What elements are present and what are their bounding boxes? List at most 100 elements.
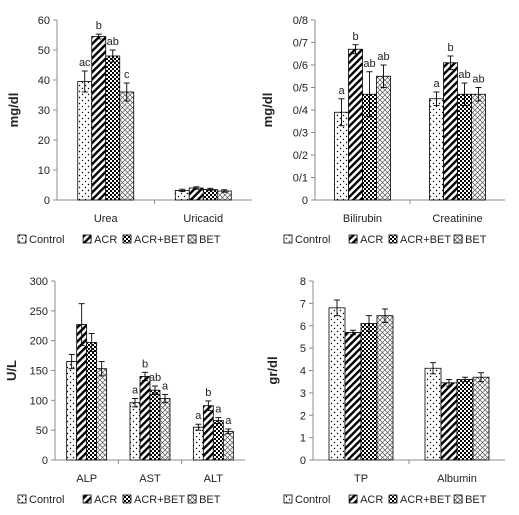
legend-label: BET [465, 234, 487, 246]
legend: Control ACR ACR+BET BET [283, 494, 487, 506]
x-tick-label: Uricacid [183, 213, 223, 225]
legend-label: Control [295, 234, 330, 246]
bar-acr-alt [202, 405, 214, 461]
y-tick-label: 0/2 [293, 150, 308, 162]
x-tick-label: TP [354, 473, 368, 485]
legend-label: ACR [94, 494, 117, 506]
significance-label: a [162, 380, 169, 392]
x-tick-label: AST [139, 473, 161, 485]
y-tick-label: 0 [44, 195, 50, 207]
legend: Control ACR ACR+BET BET [283, 234, 487, 246]
significance-label: ab [363, 58, 375, 70]
y-tick-label: 7 [300, 298, 306, 310]
bar-bet-albumin [472, 376, 490, 461]
y-tick-label: 0 [302, 195, 308, 207]
x-tick-label: Creatinine [432, 213, 482, 225]
legend-label: ACR+BET [134, 234, 185, 246]
bar-acr-urea [91, 36, 107, 201]
bar-control-creatinine [429, 98, 444, 201]
significance-label: b [205, 387, 211, 399]
significance-label: a [215, 404, 222, 416]
legend-swatch-acr [82, 494, 92, 504]
bar-acr-bet-creatinine [457, 93, 472, 201]
y-tick-label: 0/8 [293, 15, 308, 27]
y-tick-label: 3 [300, 388, 306, 400]
legend-label: BET [199, 494, 221, 506]
legend-swatch-acr-bet [122, 234, 132, 244]
x-tick-label: ALP [76, 473, 97, 485]
y-tick-label: 60 [38, 15, 50, 27]
bar-acr-albumin [440, 382, 458, 461]
y-tick-label: 0 [42, 455, 48, 467]
significance-label: a [225, 415, 232, 427]
y-tick-label: 0 [300, 455, 306, 467]
legend-swatch-control [283, 494, 293, 504]
legend-swatch-control [283, 234, 293, 244]
legend: Control ACR ACR+BET BET [17, 234, 221, 246]
legend-swatch-control [17, 494, 27, 504]
y-tick-label: 6 [300, 321, 306, 333]
bar-control-albumin [424, 367, 442, 461]
legend-label: Control [29, 234, 64, 246]
y-tick-label: 1 [300, 433, 306, 445]
bar-control-alt [192, 426, 204, 461]
legend-label: Control [295, 494, 330, 506]
y-tick-label: 0/5 [293, 83, 308, 95]
legend-swatch-bet [453, 494, 463, 504]
y-tick-label: 4 [300, 366, 306, 378]
y-tick-label: 200 [30, 336, 48, 348]
bar-control-urea [77, 81, 93, 201]
significance-label: ab [472, 74, 484, 86]
y-tick-label: 0/1 [293, 173, 308, 185]
legend-label: ACR+BET [400, 494, 451, 506]
y-tick-label: 0/4 [293, 105, 308, 117]
bar-control-ast [129, 402, 141, 461]
legend-label: ACR [360, 234, 383, 246]
y-tick-label: 100 [30, 395, 48, 407]
significance-label: a [433, 78, 440, 90]
legend: Control ACR ACR+BET BET [17, 494, 221, 506]
y-tick-label: 250 [30, 306, 48, 318]
legend-swatch-control [17, 234, 27, 244]
legend-swatch-bet [453, 234, 463, 244]
bar-bet-urea [119, 91, 135, 201]
y-tick-label: 50 [36, 425, 48, 437]
y-tick-label: 50 [38, 45, 50, 57]
legend-swatch-acr-bet [122, 494, 132, 504]
legend-swatch-acr [348, 234, 358, 244]
significance-label: b [447, 42, 453, 54]
y-tick-label: 10 [38, 165, 50, 177]
significance-label: ab [377, 51, 389, 63]
legend-label: BET [199, 234, 221, 246]
y-tick-label: 5 [300, 343, 306, 355]
bar-acr-tp [344, 332, 362, 461]
bar-acr-uricacid [188, 187, 204, 201]
significance-label: c [124, 69, 130, 81]
y-tick-label: 0/6 [293, 60, 308, 72]
legend-swatch-acr-bet [388, 494, 398, 504]
x-tick-label: Urea [94, 213, 119, 225]
bar-acr-bet-urea [105, 55, 121, 201]
significance-label: ab [458, 69, 470, 81]
y-tick-label: 2 [300, 410, 306, 422]
y-tick-label: 40 [38, 75, 50, 87]
bar-bet-alp [96, 368, 108, 461]
bar-bet-tp [376, 315, 394, 461]
y-tick-label: 30 [38, 105, 50, 117]
x-tick-label: ALT [204, 473, 224, 485]
legend-label: BET [465, 494, 487, 506]
y-tick-label: 8 [300, 276, 306, 288]
chart-panel-4: 0 1 2 3 4 5 6 7 8 gr/dl TP Albumin Control ACR ACR+BET… [265, 276, 505, 506]
legend-swatch-acr [82, 234, 92, 244]
bar-acr-bet-ast [149, 389, 161, 461]
legend-swatch-acr-bet [388, 234, 398, 244]
bar-acr-ast [139, 376, 151, 461]
legend-swatch-bet [187, 234, 197, 244]
significance-label: b [96, 20, 102, 32]
bar-bet-ast [159, 398, 171, 461]
significance-label: ab [149, 372, 161, 384]
legend-label: ACR+BET [400, 234, 451, 246]
bar-bet-creatinine [471, 93, 486, 201]
bar-control-alp [66, 361, 78, 461]
